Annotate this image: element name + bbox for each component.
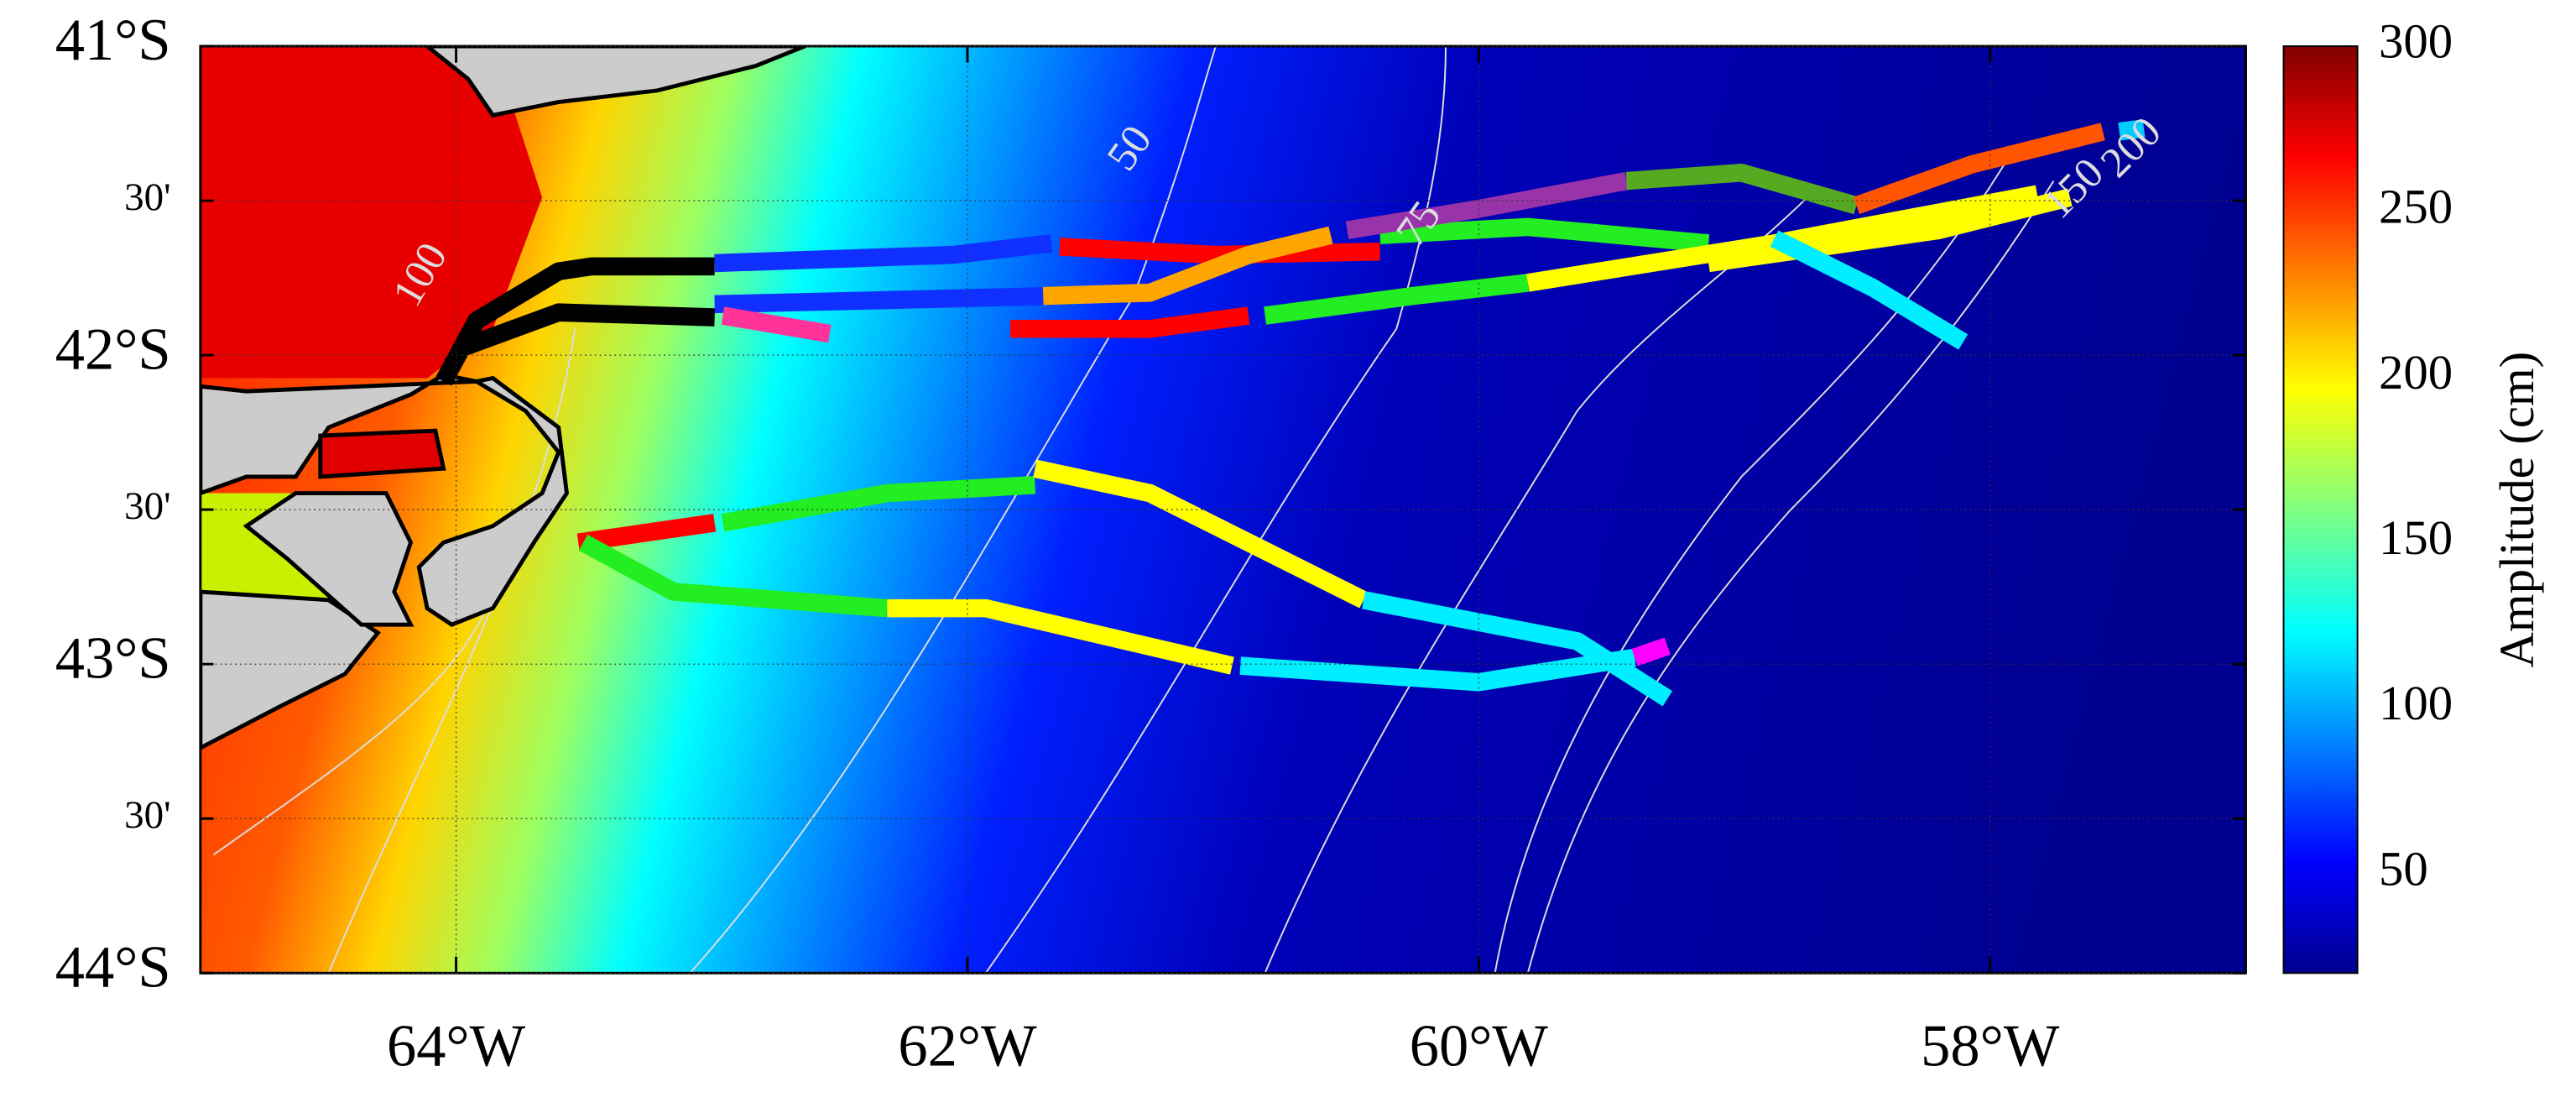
lat-tick-label: 30' [124,793,170,837]
colorbar-tick-label: 50 [2379,841,2428,896]
track [1264,274,1530,325]
track [2118,119,2146,141]
colorbar-tick-label: 250 [2379,180,2453,234]
track [1631,637,1671,666]
lon-tick-label: 60°W [1410,1013,1549,1079]
lat-tick-label: 42°S [55,316,171,382]
track [1033,459,1368,609]
axes: 41°S 30' 42°S 30' 43°S 30' 44°S 64°W 62°W 60°W 58°… [55,8,2453,1079]
colorbar-label: Amplitude (cm) [2490,352,2544,668]
track [721,476,1036,532]
lat-tick-label: 41°S [55,8,171,73]
track [714,286,1052,314]
track [456,303,716,358]
colorbar [2282,45,2359,975]
track [1010,306,1250,338]
track [887,598,1234,675]
colorbar-tick-label: 150 [2379,510,2453,565]
lon-tick-label: 64°W [387,1013,526,1079]
colorbar-tick-label: 300 [2379,13,2453,68]
bathymetry-contours [212,46,2055,974]
lon-tick-label: 58°W [1921,1013,2060,1079]
track [721,306,832,343]
colorbar-tick-label: 200 [2379,345,2453,400]
track [576,514,717,551]
track [1770,230,1969,350]
track [1362,591,1673,707]
lat-tick-label: 43°S [55,625,171,691]
lat-tick-label: 44°S [55,934,171,1000]
gulf-field [200,46,543,379]
track [1379,217,1710,253]
track [578,534,889,618]
colorbar-tick-label: 100 [2379,676,2453,730]
tracks [435,119,2146,707]
track [714,234,1053,273]
track [1625,163,1859,215]
track [1059,238,1380,264]
coastline [200,46,806,750]
track [1042,226,1333,306]
lat-tick-label: 30' [124,484,170,528]
track [1853,123,2105,215]
lat-tick-label: 30' [124,175,170,219]
lon-tick-label: 62°W [898,1013,1037,1079]
